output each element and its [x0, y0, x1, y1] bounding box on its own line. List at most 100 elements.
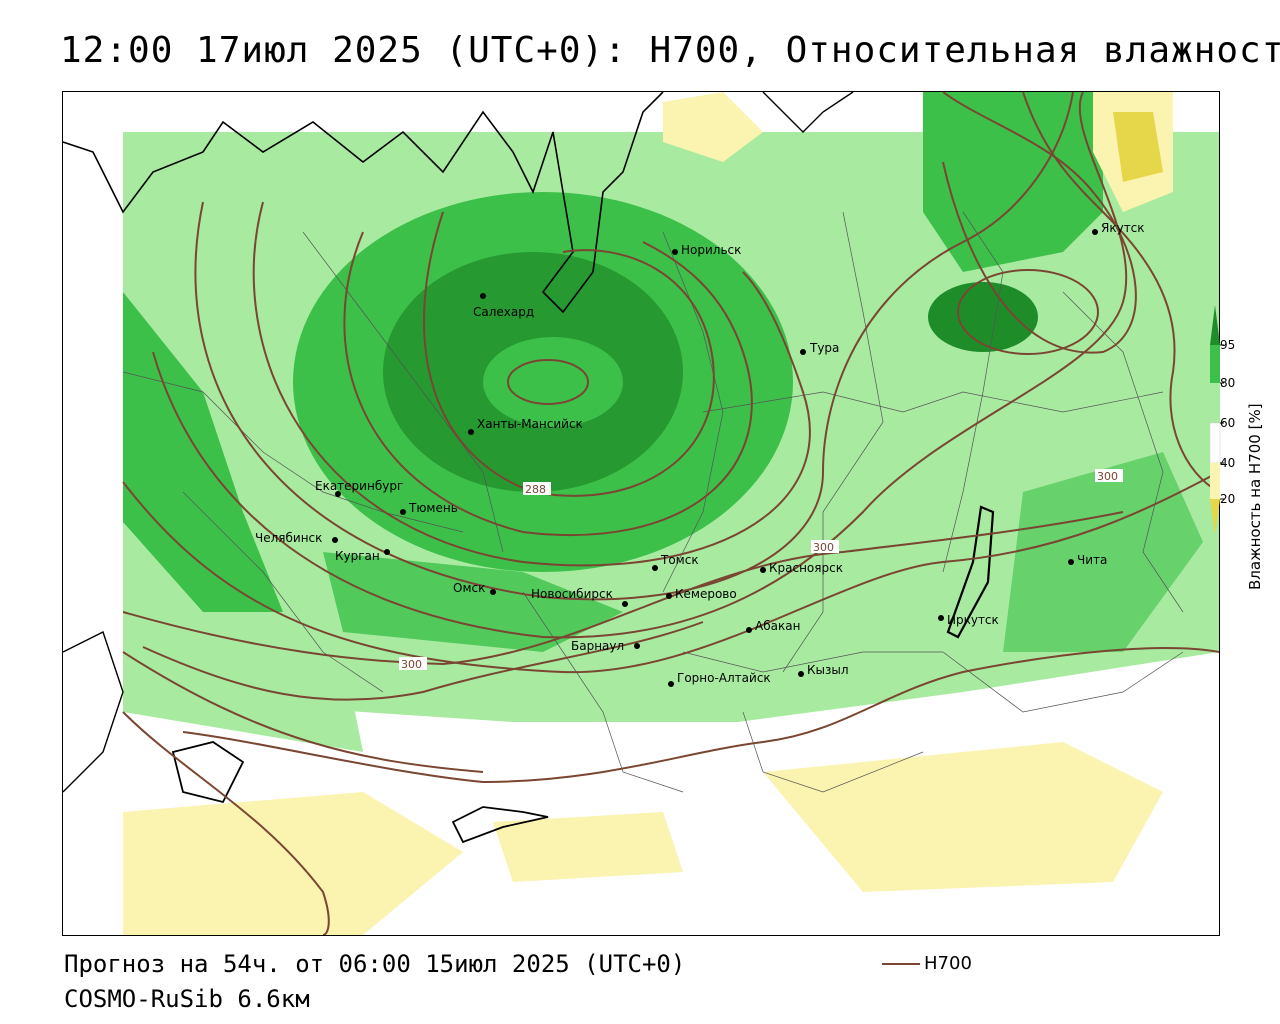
colorbar-tick-label: 40 — [1220, 456, 1235, 470]
contour-label: 300 — [401, 658, 422, 671]
colorbar-segment — [1210, 463, 1220, 499]
colorbar-arrow-bottom — [1210, 499, 1220, 535]
model-name: COSMO-RuSib 6.6км — [64, 985, 310, 1013]
city-krasnoyarsk[interactable]: Красноярск — [760, 561, 843, 575]
svg-text:Якутск: Якутск — [1101, 221, 1145, 235]
h700-contour — [122, 471, 1219, 674]
region-borders — [122, 211, 1184, 793]
svg-text:Тура: Тура — [809, 341, 839, 355]
humidity-fill-green-eye — [483, 337, 623, 427]
city-norilsk[interactable]: Норильск — [672, 243, 741, 257]
city-kyzyl[interactable]: Кызыл — [798, 663, 849, 677]
forecast-info: Прогноз на 54ч. от 06:00 15июл 2025 (UTC… — [64, 950, 686, 978]
contour-labels: 288 300 300 300 — [399, 469, 1123, 671]
h700-contour — [122, 711, 330, 935]
colorbar-segment — [1210, 383, 1220, 423]
caspian-coast — [63, 631, 124, 793]
city-omsk[interactable]: Омск — [453, 581, 496, 595]
colorbar-segment — [1210, 345, 1220, 383]
svg-text:Челябинск: Челябинск — [255, 531, 322, 545]
crimea-coast — [171, 741, 245, 804]
humidity-fill-yellow-s — [493, 812, 683, 882]
svg-text:Ханты-Мансийск: Ханты-Мансийск — [477, 417, 583, 431]
city-tomsk[interactable]: Томск — [652, 553, 699, 571]
svg-text:Омск: Омск — [453, 581, 485, 595]
city-novosibirsk[interactable]: Новосибирск — [531, 587, 628, 607]
svg-text:Екатеринбург: Екатеринбург — [315, 479, 403, 493]
contour-label: 300 — [813, 541, 834, 554]
h700-contour — [343, 231, 753, 537]
city-kurgan[interactable]: Курган — [335, 549, 390, 563]
city-gorno-altaysk[interactable]: Горно-Алтайск — [668, 671, 771, 687]
humidity-colorbar: 95 80 60 40 20 — [1209, 305, 1235, 535]
svg-text:Кемерово: Кемерово — [675, 587, 737, 601]
city-tyumen[interactable]: Тюмень — [400, 501, 458, 515]
colorbar-arrow-top — [1210, 305, 1220, 345]
contour-label: 288 — [525, 483, 546, 496]
humidity-fill-light-sw — [123, 632, 363, 752]
humidity-fill-yellow-sw — [123, 792, 463, 935]
humidity-fill-green-west — [123, 292, 283, 612]
svg-text:Салехард: Салехард — [473, 305, 534, 319]
svg-text:Томск: Томск — [660, 553, 699, 567]
city-barnaul[interactable]: Барнаул — [571, 639, 640, 653]
svg-text:Барнаул: Барнаул — [571, 639, 624, 653]
colorbar-ticks: 95 80 60 40 20 — [1220, 338, 1235, 506]
svg-text:Горно-Алтайск: Горно-Алтайск — [677, 671, 771, 685]
humidity-fill-green-ne — [923, 92, 1103, 272]
city-markers: Норильск Якутск Салехард Тура Ханты-Манс… — [255, 221, 1145, 687]
city-kemerovo[interactable]: Кемерово — [666, 587, 737, 601]
colorbar-segment — [1209, 422, 1221, 464]
city-khanty-mansiysk[interactable]: Ханты-Мансийск — [468, 417, 583, 435]
city-salekhard[interactable]: Салехард — [473, 293, 534, 319]
h700-contour — [942, 92, 1137, 354]
svg-text:Абакан: Абакан — [755, 619, 800, 633]
humidity-fill-yellow-n — [663, 92, 763, 162]
colorbar-tick-label: 95 — [1220, 338, 1235, 352]
humidity-fill-yellowdark-ne — [1113, 112, 1163, 182]
city-irkutsk[interactable]: Иркутск — [938, 613, 999, 627]
map-area[interactable]: 288 300 300 300 Норильск Якутск Салехард… — [62, 91, 1220, 936]
h700-contour — [423, 211, 715, 497]
h700-contour — [507, 359, 589, 405]
h700-contour — [122, 651, 484, 773]
city-abakan[interactable]: Абакан — [746, 619, 800, 633]
h700-contour — [122, 511, 1124, 666]
colorbar-tick-label: 80 — [1220, 376, 1235, 390]
contour-legend: H700 — [882, 953, 972, 974]
svg-text:Красноярск: Красноярск — [769, 561, 843, 575]
baikal-lake — [946, 505, 995, 639]
h700-contour — [1022, 92, 1219, 493]
contour-label: 300 — [1097, 470, 1118, 483]
city-tura[interactable]: Тура — [800, 341, 839, 355]
humidity-fill-green-e — [1003, 452, 1203, 652]
city-yakutsk[interactable]: Якутск — [1092, 221, 1145, 235]
city-chelyabinsk[interactable]: Челябинск — [255, 531, 338, 545]
coastline-taimyr — [762, 92, 854, 133]
h700-contour — [194, 92, 1074, 601]
map-title: 12:00 17июл 2025 (UTC+0): H700, Относите… — [60, 30, 1280, 71]
svg-text:Кызыл: Кызыл — [807, 663, 849, 677]
h700-contour-ne — [957, 269, 1099, 355]
weather-map-svg: 288 300 300 300 Норильск Якутск Салехард… — [63, 92, 1219, 935]
svg-text:Норильск: Норильск — [681, 243, 741, 257]
colorbar-tick-label: 60 — [1220, 416, 1235, 430]
city-ekaterinburg[interactable]: Екатеринбург — [315, 479, 403, 497]
coastline-north — [63, 92, 664, 314]
svg-text:Иркутск: Иркутск — [947, 613, 999, 627]
contour-legend-label: H700 — [924, 953, 972, 974]
humidity-fill-darkgreen-ne — [928, 282, 1038, 352]
h700-contour — [182, 647, 1219, 784]
map-west-blank — [63, 92, 123, 935]
h700-contour — [142, 621, 704, 701]
svg-text:Тюмень: Тюмень — [408, 501, 458, 515]
svg-text:Новосибирск: Новосибирск — [531, 587, 613, 601]
humidity-fill-green-omsk — [323, 552, 623, 652]
humidity-fill-yellow-se — [763, 742, 1163, 892]
aral-coast — [451, 806, 549, 844]
contour-legend-line-icon — [882, 962, 920, 965]
svg-text:Чита: Чита — [1077, 553, 1107, 567]
colorbar-title: Влажность на H700 [%] — [1246, 403, 1264, 590]
city-chita[interactable]: Чита — [1068, 553, 1107, 567]
colorbar-tick-label: 20 — [1220, 492, 1235, 506]
